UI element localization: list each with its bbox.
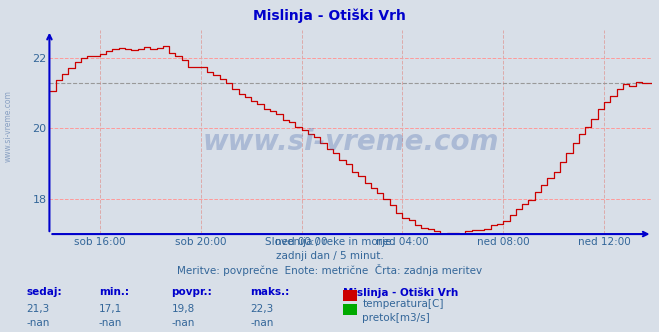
Text: 19,8: 19,8	[171, 304, 194, 314]
Text: -nan: -nan	[171, 318, 194, 328]
Text: temperatura[C]: temperatura[C]	[362, 299, 444, 309]
Text: -nan: -nan	[250, 318, 273, 328]
Text: -nan: -nan	[99, 318, 122, 328]
Text: min.:: min.:	[99, 287, 129, 297]
Text: zadnji dan / 5 minut.: zadnji dan / 5 minut.	[275, 251, 384, 261]
Text: Mislinja - Otiški Vrh: Mislinja - Otiški Vrh	[253, 8, 406, 23]
Text: Slovenija / reke in morje.: Slovenija / reke in morje.	[264, 237, 395, 247]
Text: pretok[m3/s]: pretok[m3/s]	[362, 313, 430, 323]
Text: povpr.:: povpr.:	[171, 287, 212, 297]
Text: www.si-vreme.com: www.si-vreme.com	[203, 128, 499, 156]
Text: www.si-vreme.com: www.si-vreme.com	[3, 90, 13, 162]
Text: -nan: -nan	[26, 318, 49, 328]
Text: maks.:: maks.:	[250, 287, 290, 297]
Text: 17,1: 17,1	[99, 304, 122, 314]
Text: 22,3: 22,3	[250, 304, 273, 314]
Text: sedaj:: sedaj:	[26, 287, 62, 297]
Text: Mislinja - Otiški Vrh: Mislinja - Otiški Vrh	[343, 287, 458, 298]
Text: Meritve: povprečne  Enote: metrične  Črta: zadnja meritev: Meritve: povprečne Enote: metrične Črta:…	[177, 264, 482, 276]
Text: 21,3: 21,3	[26, 304, 49, 314]
